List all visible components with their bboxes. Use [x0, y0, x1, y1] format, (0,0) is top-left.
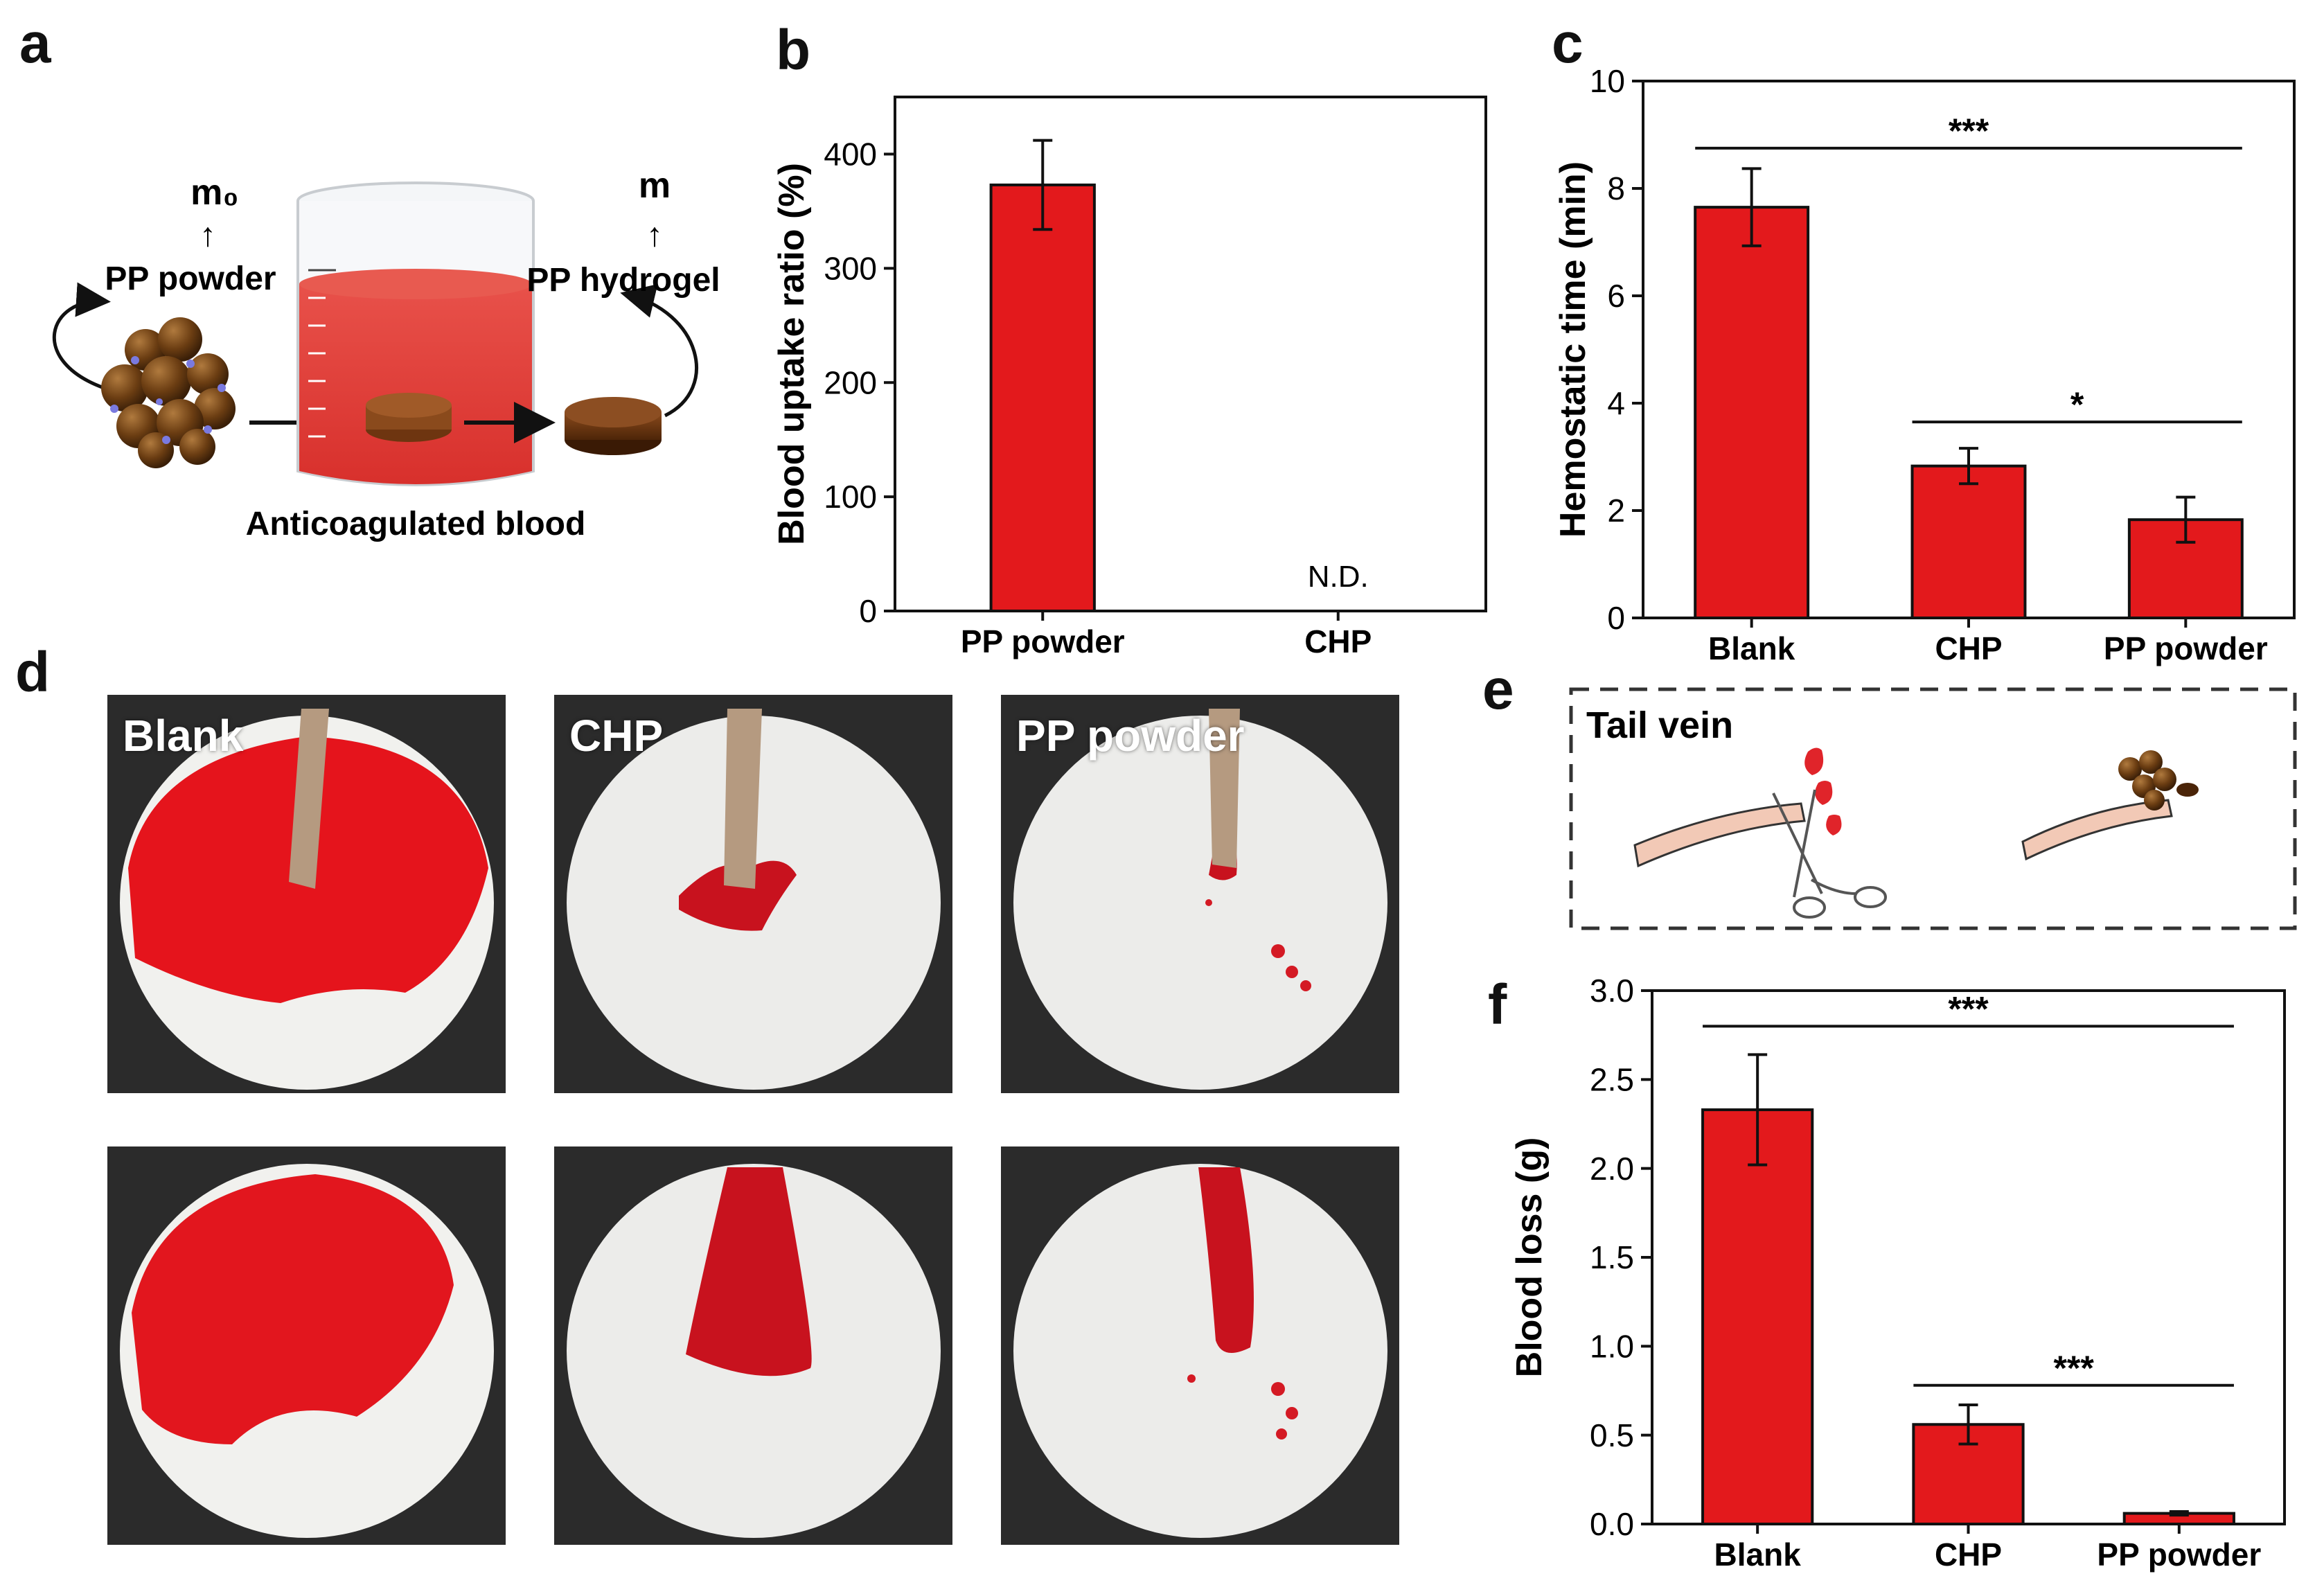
curved-arrow-right: [620, 283, 698, 418]
plot-frame: [894, 96, 1487, 612]
blood-drop-icon: [1826, 815, 1842, 835]
photo-label-pp-powder: PP powder: [1016, 711, 1245, 761]
beaker-icon: [296, 181, 535, 486]
anticoagulated-blood-caption: Anticoagulated blood: [246, 506, 586, 542]
x-tick-label: CHP: [1304, 623, 1372, 659]
pp-hydrogel-label: PP hydrogel: [526, 262, 720, 299]
photo-chp-top: CHP: [554, 695, 952, 1093]
y-tick-label: 2.5: [1590, 1061, 1634, 1097]
bar: [1694, 206, 1810, 619]
x-tick-label: PP powder: [2104, 630, 2268, 666]
panel-a-schematic: m₀ ↑ PP powder: [52, 166, 720, 542]
panel-letter-c: c: [1552, 12, 1584, 75]
x-tick-label: CHP: [1935, 630, 2002, 666]
panel-letter-b: b: [776, 19, 811, 82]
panel-letter-a: a: [19, 12, 51, 75]
y-tick-label: 0.0: [1590, 1506, 1634, 1542]
hydrogel-disc-icon: [565, 397, 662, 455]
bar: [1701, 1108, 1814, 1525]
photo-label-blank: Blank: [123, 711, 244, 761]
y-tick-label: 10: [1590, 63, 1625, 99]
y-tick-label: 300: [824, 250, 877, 286]
x-tick-label: CHP: [1935, 1537, 2002, 1573]
blood-drop-icon: [1815, 781, 1833, 805]
x-tick-label: PP powder: [961, 623, 1125, 659]
y-axis-label: Blood uptake ratio (%): [772, 163, 812, 545]
panel-letter-d: d: [15, 641, 51, 704]
y-axis-label: Blood loss (g): [1509, 1137, 1550, 1378]
significance-stars: ***: [2053, 1349, 2094, 1388]
tail-right-icon: [2021, 799, 2173, 861]
m-label: m: [639, 166, 671, 206]
tail-vein-frame: [1569, 687, 2297, 930]
photo-blank-bottom: [107, 1146, 506, 1545]
y-tick-label: 200: [824, 364, 877, 400]
x-tick-label: Blank: [1708, 630, 1795, 666]
blood-drop-icon: [1804, 747, 1824, 775]
y-tick-label: 4: [1607, 385, 1625, 421]
significance-stars: ***: [1948, 989, 1989, 1028]
y-tick-label: 2: [1607, 493, 1625, 529]
bar: [989, 183, 1096, 613]
bar: [1910, 464, 2027, 619]
photo-pp-powder-bottom: [1001, 1146, 1399, 1545]
scissors-icon: [1772, 789, 1887, 919]
y-tick-label: 6: [1607, 278, 1625, 314]
chart-blood-uptake: 0 100 200 300 400 Blood uptake ratio (%) PP po…: [772, 96, 1487, 659]
tail-vein-title: Tail vein: [1586, 705, 1733, 746]
tail-left-icon: [1633, 802, 1806, 868]
y-tick-label: 1.5: [1590, 1239, 1634, 1275]
panel-letter-e: e: [1482, 658, 1514, 721]
panel-e-schematic: Tail vein: [1569, 687, 2297, 930]
y-tick-label: 1.0: [1590, 1328, 1634, 1364]
y-tick-label: 3.0: [1590, 973, 1634, 1009]
m0-up-arrow: ↑: [199, 217, 216, 254]
x-tick-label: Blank: [1714, 1537, 1802, 1573]
curved-arrow-left: [52, 282, 111, 390]
y-tick-label: 8: [1607, 170, 1625, 206]
y-tick-label: 0: [859, 593, 877, 629]
nd-annotation: N.D.: [1308, 560, 1369, 594]
y-tick-label: 100: [824, 479, 877, 515]
y-axis-label: Hemostatic time (min): [1553, 161, 1593, 538]
significance-stars: *: [2070, 385, 2084, 424]
powder-on-wound-icon: [2118, 750, 2199, 811]
chart-blood-loss: 0.0 0.5 1.0 1.5 2.0 2.5 3.0 Blood loss (g) Blank…: [1509, 973, 2286, 1573]
powder-particles-icon: [101, 317, 236, 468]
photo-label-chp: CHP: [569, 711, 664, 761]
m0-label: m₀: [190, 172, 239, 213]
x-tick-label: PP powder: [2097, 1537, 2261, 1573]
pp-powder-label: PP powder: [105, 260, 276, 297]
photo-blank-top: Blank: [107, 695, 506, 1093]
y-tick-label: 400: [824, 136, 877, 172]
chart-hemostatic-time: 0 2 4 6 8 10 Hemostatic time (min) Blank CHP PP p…: [1553, 63, 2296, 666]
photo-pp-powder-top: PP powder: [1001, 695, 1399, 1093]
y-tick-label: 2.0: [1590, 1151, 1634, 1187]
significance-stars: ***: [1949, 112, 1989, 150]
photo-chp-bottom: [554, 1146, 952, 1545]
m-up-arrow: ↑: [646, 217, 663, 254]
panel-letter-f: f: [1488, 973, 1507, 1036]
y-tick-label: 0.5: [1590, 1417, 1634, 1453]
y-tick-label: 0: [1607, 600, 1625, 636]
